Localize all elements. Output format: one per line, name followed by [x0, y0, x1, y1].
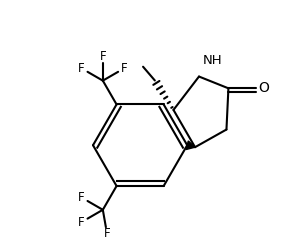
Text: F: F: [78, 215, 85, 228]
Text: NH: NH: [203, 54, 223, 67]
Text: F: F: [121, 62, 127, 75]
Text: O: O: [258, 81, 269, 95]
Text: F: F: [78, 62, 85, 75]
Polygon shape: [186, 141, 195, 149]
Text: F: F: [104, 228, 110, 241]
Text: F: F: [100, 50, 106, 63]
Text: F: F: [78, 191, 85, 204]
